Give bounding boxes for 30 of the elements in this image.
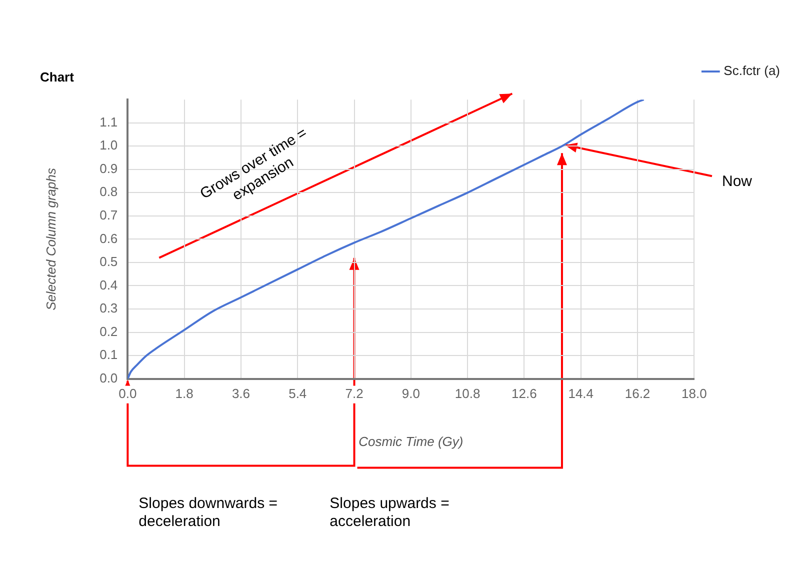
y-tick-label: 0.1 <box>100 347 118 362</box>
legend-label: Sc.fctr (a) <box>724 63 780 78</box>
y-tick-label: 0.3 <box>100 300 118 316</box>
y-tick-label: 0.7 <box>100 208 118 223</box>
y-axis-title: Selected Column graphs <box>43 168 58 310</box>
y-tick-label: 0.0 <box>100 370 118 386</box>
x-tick-label: 18.0 <box>682 386 707 402</box>
text: Slopes downwards = deceleration <box>138 494 278 530</box>
y-tick-label: 1.1 <box>100 114 118 130</box>
x-tick-label: 16.2 <box>624 386 650 402</box>
y-tick-label: 0.6 <box>100 230 118 246</box>
x-tick-label: 0.0 <box>118 386 137 402</box>
x-axis-title: Cosmic Time (Gy) <box>358 434 464 449</box>
y-tick-label: 1.0 <box>100 138 118 153</box>
x-tick-label: 10.8 <box>454 386 480 402</box>
y-tick-label: 0.5 <box>100 254 118 270</box>
y-tick-label: 0.9 <box>100 160 118 176</box>
chart-title: Chart <box>40 69 75 84</box>
y-tick-label: 0.8 <box>100 184 118 200</box>
x-tick-label: 3.6 <box>232 386 250 402</box>
x-tick-label: 14.4 <box>568 386 594 402</box>
x-tick-label: 1.8 <box>175 386 194 402</box>
y-tick-label: 0.4 <box>100 277 118 292</box>
x-tick-label: 9.0 <box>402 386 420 402</box>
x-tick-label: 12.6 <box>512 386 537 402</box>
text: Slopes upwards = acceleration <box>330 494 450 530</box>
y-tick-label: 0.2 <box>100 324 118 339</box>
x-tick-label: 7.2 <box>345 386 364 402</box>
annotation: Now <box>722 173 752 190</box>
x-tick-label: 5.4 <box>288 386 307 402</box>
